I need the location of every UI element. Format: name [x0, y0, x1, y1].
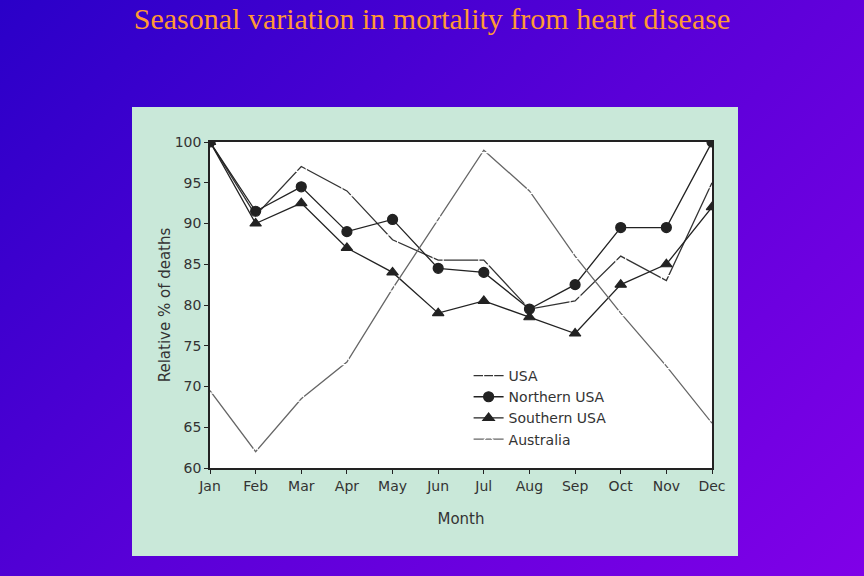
svg-text:Southern USA: Southern USA — [509, 410, 607, 426]
svg-text:Relative % of deaths: Relative % of deaths — [156, 227, 174, 382]
html-text:Seasonal variation in mortalit: Seasonal variation in mortality from hea… — [133, 2, 731, 35]
svg-text:Month: Month — [437, 510, 484, 528]
svg-text:Mar: Mar — [288, 478, 315, 494]
svg-text:80: 80 — [184, 297, 202, 313]
svg-text:USA: USA — [509, 368, 538, 384]
svg-text:May: May — [378, 478, 407, 494]
svg-text:85: 85 — [184, 256, 202, 272]
svg-text:65: 65 — [184, 419, 202, 435]
svg-text:Sep: Sep — [562, 478, 589, 494]
svg-text:100: 100 — [175, 134, 202, 150]
svg-text:Australia: Australia — [509, 432, 571, 448]
svg-text:90: 90 — [184, 215, 202, 231]
svg-text:Jan: Jan — [198, 478, 221, 494]
svg-text:70: 70 — [184, 378, 202, 394]
svg-text:95: 95 — [184, 175, 202, 191]
svg-text:75: 75 — [184, 338, 202, 354]
svg-text:Feb: Feb — [243, 478, 268, 494]
svg-text:Aug: Aug — [516, 478, 543, 494]
svg-text:Jul: Jul — [474, 478, 492, 494]
svg-text:Nov: Nov — [653, 478, 680, 494]
svg-text:Dec: Dec — [698, 478, 725, 494]
svg-text:Jun: Jun — [426, 478, 449, 494]
svg-text:Apr: Apr — [335, 478, 359, 494]
svg-text:Oct: Oct — [609, 478, 634, 494]
svg-text:60: 60 — [184, 460, 202, 476]
svg-text:Northern USA: Northern USA — [509, 389, 605, 405]
